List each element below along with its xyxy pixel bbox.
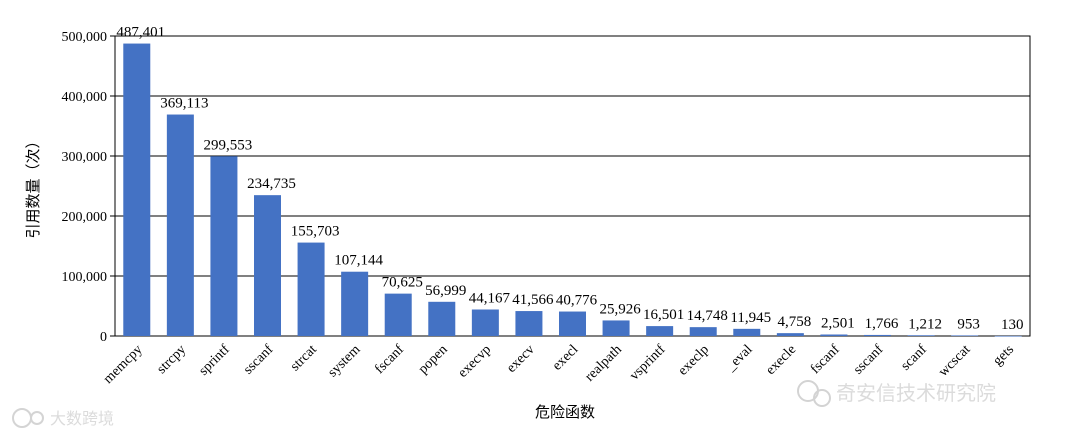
x-tick-label: _eval <box>723 342 756 375</box>
x-tick-label: system <box>325 342 363 380</box>
watermark-right: 奇安信技术研究院 <box>797 380 996 407</box>
bar-fscanf <box>384 293 412 336</box>
bar-sscanf <box>254 195 281 336</box>
y-tick-labels: 0 100,000 200,000 300,000 400,000 500,000 <box>62 30 115 345</box>
x-tick-label: strcat <box>288 342 320 374</box>
watermark-left-text: 大数跨境 <box>50 409 114 428</box>
bar-gets <box>994 335 1022 337</box>
x-tick-label: vsprintf <box>627 342 669 384</box>
bar-popen <box>428 301 456 336</box>
x-tick-label: execv <box>504 342 538 376</box>
y-tick-label: 400,000 <box>62 90 108 105</box>
data-label: 41,566 <box>512 292 554 308</box>
y-tick-label: 200,000 <box>62 210 108 225</box>
bar-strcpy <box>166 114 194 337</box>
x-tick-label: fscanf <box>808 342 843 377</box>
bar-scanf <box>907 335 935 336</box>
bar-strcat <box>297 242 325 336</box>
x-tick-label: popen <box>416 342 451 377</box>
y-tick-label: 100,000 <box>62 270 108 285</box>
watermark-right-text: 奇安信技术研究院 <box>836 381 996 405</box>
data-label: 11,945 <box>730 310 771 326</box>
bar-fscanf <box>820 334 848 336</box>
data-label: 14,748 <box>687 308 728 324</box>
data-label: 16,501 <box>643 307 684 323</box>
data-label: 1,212 <box>908 316 942 332</box>
x-tick-label: sprintf <box>196 342 233 379</box>
x-tick-label: execl <box>550 342 582 374</box>
y-tick-label: 300,000 <box>62 150 108 165</box>
data-label: 487,401 <box>116 25 165 41</box>
data-label: 155,703 <box>291 224 340 240</box>
bar-vsprintf <box>646 326 674 336</box>
x-tick-label: fscanf <box>372 342 407 377</box>
x-axis-title: 危险函数 <box>535 403 595 421</box>
y-axis-title: 引用数量（次） <box>24 133 42 238</box>
bar-execlp <box>689 327 717 336</box>
bar-execl <box>559 311 586 336</box>
x-tick-label: memcpy <box>101 342 146 387</box>
data-labels: 487,401 369,113 299,553 234,735 155,703 107,1… <box>116 25 1023 333</box>
bar-sscanf <box>864 334 891 336</box>
x-tick-label: execvp <box>456 342 495 381</box>
x-tick-label: wcscat <box>936 342 974 380</box>
bar-execv <box>515 311 543 336</box>
bar-system <box>341 271 369 336</box>
data-label: 40,776 <box>556 293 598 309</box>
bar-execvp <box>471 309 499 336</box>
x-tick-label: realpath <box>582 342 624 384</box>
data-label: 299,553 <box>204 137 253 153</box>
x-tick-label: execlp <box>676 342 712 378</box>
bar-sprintf <box>210 156 238 336</box>
data-label: 369,113 <box>160 96 208 112</box>
y-tick-label: 500,000 <box>62 30 108 45</box>
data-label: 56,999 <box>425 283 466 299</box>
data-label: 70,625 <box>382 275 423 291</box>
data-label: 130 <box>1001 317 1024 333</box>
watermark-left: 大数跨境 <box>12 408 114 428</box>
x-tick-label: sscanf <box>851 342 887 378</box>
bars <box>123 43 1022 337</box>
data-label: 107,144 <box>334 253 383 269</box>
x-tick-label: sscanf <box>241 342 277 378</box>
data-label: 44,167 <box>469 290 511 306</box>
watermark-left-logo-icon <box>12 408 32 428</box>
x-tick-label: strcpy <box>154 342 189 377</box>
bar-realpath <box>602 320 630 336</box>
x-tick-label: execle <box>763 342 799 378</box>
data-label: 4,758 <box>777 314 811 330</box>
x-tick-label: gets <box>990 342 1017 369</box>
bar-wcscat <box>951 335 979 337</box>
bar-execle <box>776 333 804 336</box>
data-label: 953 <box>957 316 980 332</box>
bar-_eval <box>733 328 761 336</box>
data-label: 234,735 <box>247 176 296 192</box>
data-label: 1,766 <box>865 316 899 332</box>
x-tick-label: scanf <box>898 342 930 374</box>
data-label: 2,501 <box>821 315 855 331</box>
bar-memcpy <box>123 43 151 337</box>
y-tick-label: 0 <box>100 330 107 345</box>
data-label: 25,926 <box>599 301 641 317</box>
